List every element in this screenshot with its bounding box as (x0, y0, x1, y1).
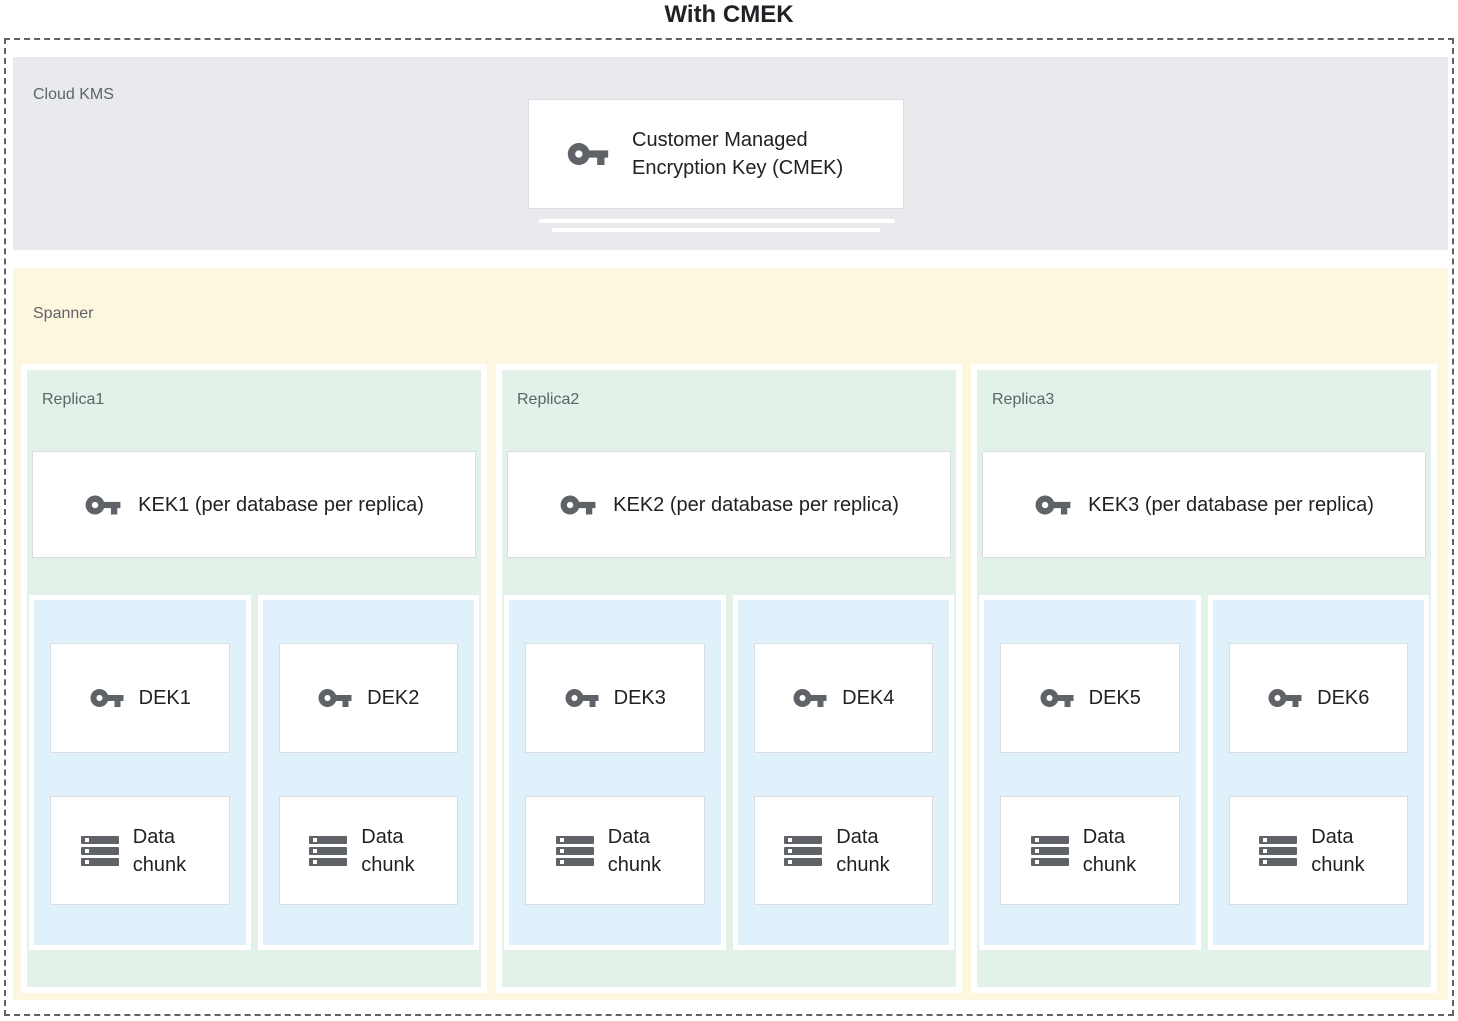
dek-6-group: DEK6 Data chunk (1207, 595, 1429, 950)
replica-2-label: Replica2 (517, 391, 580, 408)
replica-2: Replica2 KEK2 (per database per replica)… (496, 364, 962, 993)
stacked-card-line (552, 228, 880, 232)
replica-3: Replica3 KEK3 (per database per replica)… (971, 364, 1437, 993)
data-chunk-card: Data chunk (525, 796, 705, 905)
dek-6-label: DEK6 (1317, 687, 1370, 709)
key-icon (559, 486, 597, 524)
data-chunk-card: Data chunk (1228, 796, 1408, 905)
data-chunk-label: Data chunk (132, 825, 187, 876)
diagram-title: With CMEK (664, 1, 794, 28)
data-chunk-label: Data chunk (361, 825, 415, 876)
kek-2-card: KEK2 (per database per replica) (507, 451, 951, 558)
key-icon (566, 132, 610, 176)
dek-3-card: DEK3 (525, 643, 705, 753)
key-icon (564, 680, 600, 716)
storage-stack-icon (309, 836, 347, 866)
key-icon (84, 486, 122, 524)
data-chunk-label: Data chunk (1311, 825, 1365, 876)
replica-1-label: Replica1 (42, 391, 105, 408)
dek-group-row: DEK3 Data chunk DEK4 Data chunk (504, 595, 954, 950)
storage-stack-icon (556, 836, 594, 866)
key-icon (89, 680, 125, 716)
key-icon (1267, 680, 1303, 716)
data-chunk-card: Data chunk (1000, 796, 1180, 905)
kek-2-label: KEK2 (per database per replica) (613, 493, 899, 516)
kek-1-card: KEK1 (per database per replica) (32, 451, 476, 558)
dek-2-group: DEK2 Data chunk (257, 595, 479, 950)
kek-1-label: KEK1 (per database per replica) (138, 493, 424, 516)
data-chunk-label: Data chunk (836, 825, 890, 876)
data-chunk-label: Data chunk (1082, 825, 1137, 876)
stacked-card-line (539, 219, 895, 223)
cloud-kms-section: Cloud KMS Customer Managed Encryption Ke… (13, 57, 1448, 250)
storage-stack-icon (1259, 836, 1297, 866)
cmek-card-label: Customer Managed Encryption Key (CMEK) (632, 129, 844, 179)
key-icon (1034, 486, 1072, 524)
diagram-dashed-boundary (4, 38, 1454, 1016)
spanner-label: Spanner (33, 305, 94, 322)
dek-3-label: DEK3 (613, 687, 666, 709)
key-icon (317, 680, 353, 716)
dek-group-row: DEK5 Data chunk DEK6 Data chunk (979, 595, 1429, 950)
dek-1-label: DEK1 (138, 687, 191, 709)
dek-5-group: DEK5 Data chunk (979, 595, 1201, 950)
dek-4-card: DEK4 (753, 643, 933, 753)
cloud-kms-label: Cloud KMS (33, 86, 114, 103)
data-chunk-card: Data chunk (278, 796, 458, 905)
dek-4-group: DEK4 Data chunk (732, 595, 954, 950)
data-chunk-card: Data chunk (50, 796, 230, 905)
kek-3-card: KEK3 (per database per replica) (982, 451, 1426, 558)
data-chunk-label: Data chunk (607, 825, 662, 876)
replica-3-label: Replica3 (992, 391, 1055, 408)
dek-4-label: DEK4 (842, 687, 895, 709)
dek-1-card: DEK1 (50, 643, 230, 753)
dek-group-row: DEK1 Data chunk DEK2 Data chunk (29, 595, 479, 950)
dek-2-label: DEK2 (367, 687, 420, 709)
storage-stack-icon (784, 836, 822, 866)
replica-1: Replica1 KEK1 (per database per replica)… (21, 364, 487, 993)
key-icon (792, 680, 828, 716)
dek-6-card: DEK6 (1228, 643, 1408, 753)
dek-5-label: DEK5 (1088, 687, 1141, 709)
dek-2-card: DEK2 (278, 643, 458, 753)
dek-3-group: DEK3 Data chunk (504, 595, 726, 950)
dek-5-card: DEK5 (1000, 643, 1180, 753)
key-icon (1039, 680, 1075, 716)
storage-stack-icon (81, 836, 119, 866)
replica-row: Replica1 KEK1 (per database per replica)… (21, 364, 1437, 993)
data-chunk-card: Data chunk (753, 796, 933, 905)
spanner-section: Spanner Replica1 KEK1 (per database per … (13, 268, 1448, 1000)
storage-stack-icon (1031, 836, 1069, 866)
cmek-card: Customer Managed Encryption Key (CMEK) (528, 99, 904, 209)
kek-3-label: KEK3 (per database per replica) (1088, 493, 1374, 516)
dek-1-group: DEK1 Data chunk (29, 595, 251, 950)
